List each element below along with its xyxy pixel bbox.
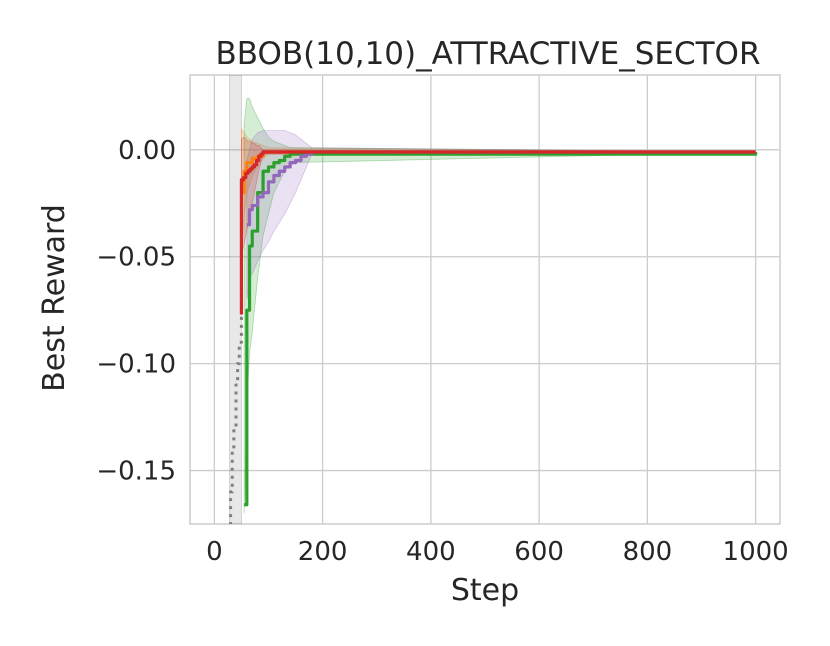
x-tick-label: 1000 [723, 537, 789, 567]
series-lines [229, 150, 758, 524]
y-axis-label: Best Reward [37, 204, 72, 392]
y-tick-label: −0.05 [96, 243, 176, 273]
series-band [229, 75, 242, 524]
tick-labels: 0 200 400 600 800 1000 0.00 −0.05 −0.10 −0.15 [96, 136, 788, 567]
x-tick-label: 400 [406, 537, 456, 567]
series-band [243, 98, 756, 514]
series-line [244, 151, 758, 507]
x-tick-label: 800 [623, 537, 673, 567]
series-line [239, 150, 756, 315]
x-tick-label: 600 [514, 537, 564, 567]
y-tick-label: −0.15 [96, 457, 176, 487]
series-line [229, 314, 243, 524]
chart-title: BBOB(10,10)_ATTRACTIVE_SECTOR [216, 36, 761, 72]
y-tick-label: −0.10 [96, 350, 176, 380]
grid [190, 75, 780, 524]
x-tick-label: 0 [206, 537, 223, 567]
y-tick-label: 0.00 [118, 136, 176, 166]
x-axis-label: Step [451, 573, 519, 608]
series-line [246, 150, 756, 227]
x-tick-label: 200 [298, 537, 348, 567]
